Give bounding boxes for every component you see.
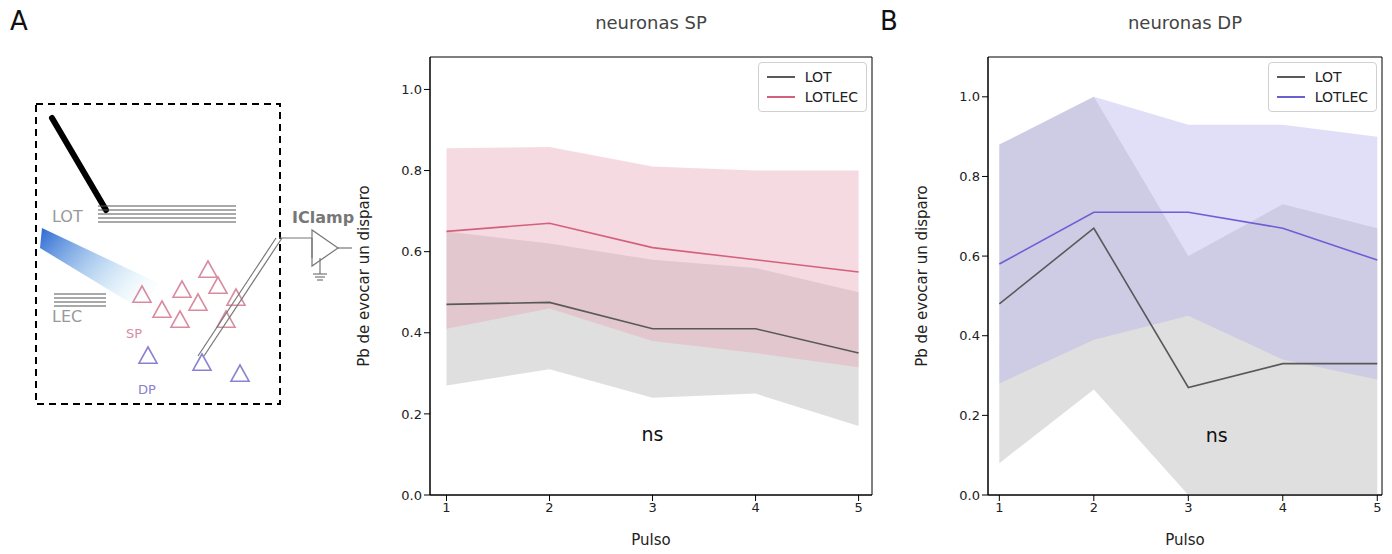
svg-text:0.2: 0.2: [959, 408, 980, 423]
svg-text:0.0: 0.0: [959, 488, 980, 503]
html-text:A: A: [10, 6, 28, 36]
svg-text:Pulso: Pulso: [1165, 531, 1204, 549]
html-text:neuronas DP: neuronas DP: [1127, 12, 1243, 33]
svg-text:1.0: 1.0: [401, 82, 422, 97]
svg-text:1: 1: [995, 500, 1003, 515]
svg-text:2: 2: [1090, 500, 1098, 515]
svg-text:0.8: 0.8: [959, 169, 980, 184]
svg-text:ns: ns: [1206, 424, 1228, 446]
html-text:LOT: LOT: [1314, 69, 1342, 85]
svg-text:ns: ns: [642, 423, 664, 445]
svg-text:0.0: 0.0: [401, 488, 422, 503]
html-text:neuronas SP: neuronas SP: [595, 12, 707, 33]
html-text:LOTLEC: LOTLEC: [1314, 89, 1368, 105]
svg-text:3: 3: [648, 500, 656, 515]
svg-text:DP: DP: [138, 382, 156, 397]
svg-text:0.2: 0.2: [401, 407, 422, 422]
svg-text:2: 2: [545, 500, 553, 515]
svg-text:Pulso: Pulso: [631, 531, 670, 549]
html-text:LOTLEC: LOTLEC: [804, 89, 858, 105]
svg-text:IClamp: IClamp: [292, 208, 354, 227]
svg-text:5: 5: [854, 500, 862, 515]
html-text:LOT: LOT: [804, 69, 832, 85]
svg-text:4: 4: [751, 500, 759, 515]
svg-text:0.4: 0.4: [959, 328, 980, 343]
svg-text:0.4: 0.4: [401, 325, 422, 340]
svg-text:LOT: LOT: [52, 207, 83, 226]
svg-text:Pb de evocar un disparo: Pb de evocar un disparo: [913, 185, 931, 367]
svg-text:4: 4: [1279, 500, 1287, 515]
svg-text:5: 5: [1373, 500, 1381, 515]
svg-text:LEC: LEC: [52, 307, 82, 326]
svg-text:3: 3: [1184, 500, 1192, 515]
svg-text:1: 1: [442, 500, 450, 515]
svg-text:1.0: 1.0: [959, 89, 980, 104]
svg-text:0.6: 0.6: [959, 249, 980, 264]
svg-text:0.6: 0.6: [401, 244, 422, 259]
svg-text:SP: SP: [126, 326, 142, 341]
svg-text:0.8: 0.8: [401, 163, 422, 178]
svg-text:Pb de evocar un disparo: Pb de evocar un disparo: [355, 185, 373, 367]
html-text:B: B: [880, 6, 898, 36]
